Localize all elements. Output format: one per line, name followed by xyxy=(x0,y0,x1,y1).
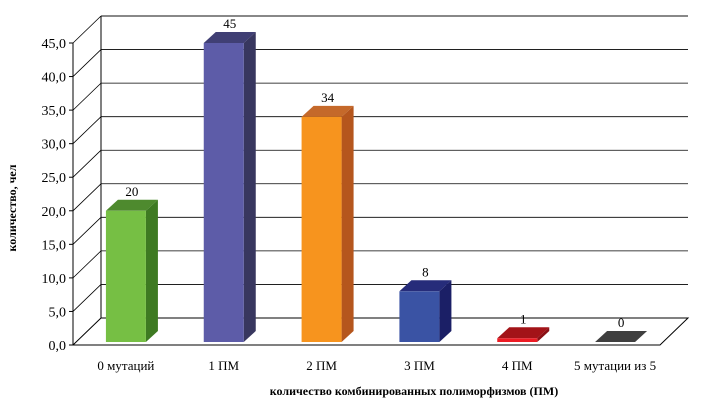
bar-top-face xyxy=(497,327,550,339)
bar-side-face xyxy=(243,32,256,342)
data-label: 45 xyxy=(223,16,236,31)
gridline-diagonal xyxy=(72,284,102,312)
bars xyxy=(105,32,648,342)
gridline-diagonal xyxy=(72,183,102,212)
bar-side-face xyxy=(537,327,550,342)
category-label: 1 ПМ xyxy=(208,358,239,373)
bar-top-face xyxy=(203,32,256,43)
bar-side-face xyxy=(341,105,354,342)
y-tick-label: 20,0 xyxy=(42,205,67,220)
bar xyxy=(595,331,648,342)
gridline-diagonal xyxy=(72,217,102,245)
bar-side-face xyxy=(145,199,158,342)
y-tick-label: 15,0 xyxy=(42,238,67,253)
bar xyxy=(497,327,550,342)
y-tick-labels: 0,0 5,0 10,0 15,0 20,0 25,0 30,0 35,0 40,0 45,0 xyxy=(42,37,67,354)
bar-front-face xyxy=(301,116,342,342)
bar-front-face xyxy=(203,43,244,342)
y-tick-label: 40,0 xyxy=(42,71,67,86)
y-tick-label: 45,0 xyxy=(42,37,67,52)
y-tick-label: 25,0 xyxy=(42,171,67,186)
category-label: 0 мутаций xyxy=(97,358,154,373)
data-label: 0 xyxy=(618,315,625,330)
y-tick-label: 10,0 xyxy=(42,272,67,287)
gridline-diagonal xyxy=(72,49,102,77)
x-axis-title: количество комбинированных полиморфизмов… xyxy=(270,384,558,398)
bar-front-face xyxy=(497,338,538,342)
data-label: 1 xyxy=(520,311,527,326)
bar xyxy=(203,32,256,342)
gridline-diagonal xyxy=(72,82,102,111)
y-axis-title: количество, чел xyxy=(5,164,19,251)
gridline-diagonal xyxy=(72,149,102,178)
floor xyxy=(71,317,690,346)
bar-top-face xyxy=(399,280,452,292)
bar-top-face xyxy=(595,331,648,342)
bar xyxy=(399,280,452,342)
y-tick-label: 5,0 xyxy=(49,305,67,320)
gridline-diagonal xyxy=(72,15,102,44)
y-tick-label: 35,0 xyxy=(42,104,67,119)
bar-front-face xyxy=(399,291,440,342)
category-label: 3 ПМ xyxy=(404,358,435,373)
data-labels: 20 45 34 8 1 0 xyxy=(125,16,624,330)
y-tick-label: 0,0 xyxy=(49,339,67,354)
bar-top-face xyxy=(105,199,158,211)
bar xyxy=(105,199,158,342)
bar xyxy=(301,105,354,342)
data-label: 8 xyxy=(422,264,429,279)
category-label: 4 ПМ xyxy=(502,358,533,373)
bar-front-face xyxy=(105,210,146,342)
category-label: 5 мутации из 5 xyxy=(574,358,656,373)
gridline-diagonal xyxy=(72,116,102,144)
category-label: 2 ПМ xyxy=(306,358,337,373)
gridlines xyxy=(69,15,688,346)
category-labels: 0 мутаций 1 ПМ 2 ПМ 3 ПМ 4 ПМ 5 мутации из 5 xyxy=(97,358,656,373)
chart-walls xyxy=(71,16,690,346)
bar-side-face xyxy=(439,280,452,342)
data-label: 20 xyxy=(125,184,138,199)
data-label: 34 xyxy=(321,90,335,105)
bar-top-face xyxy=(301,105,354,117)
gridline-diagonal xyxy=(72,250,102,279)
y-tick-label: 30,0 xyxy=(42,138,67,153)
